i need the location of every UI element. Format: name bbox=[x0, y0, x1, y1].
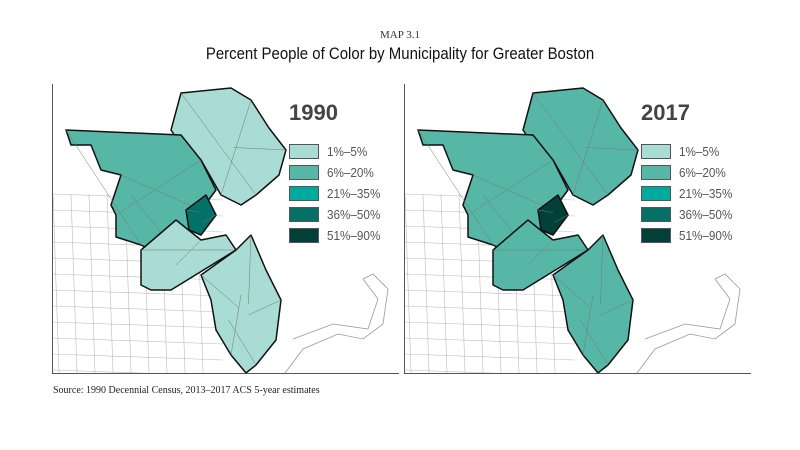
town-boundary bbox=[587, 99, 604, 148]
legend-swatch bbox=[289, 186, 319, 201]
town-boundary bbox=[572, 147, 589, 196]
legend-swatch bbox=[641, 228, 671, 243]
town-boundary bbox=[180, 92, 219, 145]
town-boundary bbox=[417, 129, 456, 188]
legend-item: 36%–50% bbox=[641, 204, 738, 225]
legend-label: 51%–90% bbox=[679, 228, 733, 243]
town-boundary bbox=[532, 92, 571, 145]
legend-swatch bbox=[289, 144, 319, 159]
town-boundary bbox=[527, 239, 554, 266]
legend-item: 6%–20% bbox=[289, 162, 386, 183]
map-panel-2017: 2017 1%–5% 6%–20% 21%–35% 36%–50% 51%–90… bbox=[404, 84, 751, 374]
town-boundary bbox=[230, 294, 242, 356]
legend-label: 36%–50% bbox=[679, 207, 733, 222]
region-southeast bbox=[552, 234, 634, 373]
legend-label: 1%–5% bbox=[679, 144, 720, 159]
legend-swatch bbox=[289, 207, 319, 222]
town-boundary bbox=[220, 147, 237, 196]
legend-label: 21%–35% bbox=[679, 186, 733, 201]
town-boundary bbox=[554, 214, 569, 223]
town-boundary bbox=[175, 239, 202, 266]
legend: 1%–5% 6%–20% 21%–35% 36%–50% 51%–90% bbox=[641, 141, 738, 246]
town-boundary bbox=[235, 99, 252, 148]
region-boston bbox=[537, 194, 569, 236]
town-boundary bbox=[570, 143, 609, 196]
town-boundary bbox=[185, 209, 202, 213]
town-boundary bbox=[537, 209, 554, 213]
town-boundary bbox=[552, 274, 591, 308]
legend-item: 36%–50% bbox=[289, 204, 386, 225]
legend-swatch bbox=[289, 228, 319, 243]
legend-label: 6%–20% bbox=[679, 165, 726, 180]
legend-label: 36%–50% bbox=[327, 207, 381, 222]
map-1990 bbox=[53, 87, 389, 373]
legend-label: 21%–35% bbox=[327, 186, 381, 201]
town-boundary bbox=[120, 174, 162, 193]
town-boundary bbox=[218, 143, 257, 196]
legend-swatch bbox=[641, 207, 671, 222]
town-boundary bbox=[103, 187, 142, 246]
town-boundary bbox=[228, 319, 257, 366]
legend-item: 1%–5% bbox=[641, 141, 738, 162]
legend-item: 21%–35% bbox=[641, 183, 738, 204]
town-boundary bbox=[472, 174, 514, 193]
legend-swatch bbox=[641, 144, 671, 159]
legend-item: 6%–20% bbox=[641, 162, 738, 183]
town-boundary bbox=[65, 129, 104, 188]
town-boundary bbox=[202, 214, 217, 223]
town-boundary bbox=[510, 159, 554, 188]
map-year: 2017 bbox=[641, 100, 690, 125]
region-southeast bbox=[200, 234, 282, 373]
town-boundary bbox=[600, 299, 634, 316]
town-boundary bbox=[248, 299, 282, 316]
town-boundary bbox=[582, 294, 594, 356]
town-boundary bbox=[600, 234, 604, 305]
town-boundary bbox=[115, 187, 159, 216]
legend-item: 21%–35% bbox=[289, 183, 386, 204]
town-boundary bbox=[585, 147, 639, 151]
legend-item: 51%–90% bbox=[289, 225, 386, 246]
map-year: 1990 bbox=[289, 100, 338, 125]
legend-label: 51%–90% bbox=[327, 228, 381, 243]
region-boston bbox=[185, 194, 217, 236]
legend-item: 1%–5% bbox=[289, 141, 386, 162]
source-note: Source: 1990 Decennial Census, 2013–2017… bbox=[53, 385, 320, 396]
town-boundary bbox=[158, 159, 202, 188]
legend-label: 6%–20% bbox=[327, 165, 374, 180]
page-title: Percent People of Color by Municipality … bbox=[205, 44, 595, 63]
legend-swatch bbox=[641, 186, 671, 201]
town-boundary bbox=[467, 187, 511, 216]
legend-label: 1%–5% bbox=[327, 144, 368, 159]
map-panel-1990: 1990 1%–5% 6%–20% 21%–35% 36%–50% 51%–90… bbox=[52, 84, 399, 374]
legend-swatch bbox=[289, 165, 319, 180]
town-boundary bbox=[248, 234, 252, 305]
town-boundary bbox=[233, 147, 287, 151]
map-2017 bbox=[405, 87, 741, 373]
legend-item: 51%–90% bbox=[641, 225, 738, 246]
town-boundary bbox=[580, 319, 609, 366]
town-boundary bbox=[200, 274, 239, 308]
map-label: MAP 3.1 bbox=[380, 29, 420, 41]
town-boundary bbox=[455, 187, 494, 246]
cape-cod bbox=[636, 273, 741, 373]
legend-swatch bbox=[641, 165, 671, 180]
cape-cod bbox=[284, 273, 389, 373]
legend: 1%–5% 6%–20% 21%–35% 36%–50% 51%–90% bbox=[289, 141, 386, 246]
